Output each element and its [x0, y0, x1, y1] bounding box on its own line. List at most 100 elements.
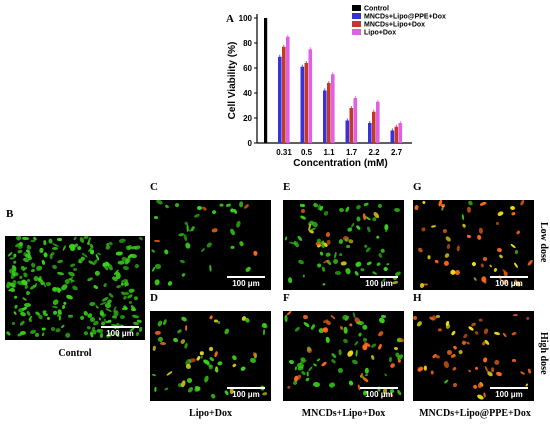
cell: [356, 216, 361, 222]
cell: [323, 209, 330, 217]
cell: [416, 320, 424, 329]
cell: [321, 282, 326, 286]
cell: [442, 228, 447, 233]
x-tick-label: 1.7: [346, 148, 358, 157]
cell: [476, 234, 483, 241]
cell: [364, 374, 369, 377]
cell: [231, 354, 238, 362]
cell: [235, 220, 242, 229]
cell: [509, 243, 516, 249]
cell: [51, 305, 58, 309]
cell: [330, 314, 337, 320]
cell: [355, 204, 362, 211]
cell: [213, 351, 218, 359]
cell: [433, 259, 439, 265]
cell: [16, 249, 23, 254]
cell: [87, 277, 94, 283]
bar-lipo-dox: [376, 101, 380, 143]
cell: [427, 255, 431, 260]
cell: [176, 328, 183, 335]
cell: [299, 214, 307, 221]
cell: [118, 238, 126, 244]
cell: [43, 239, 47, 245]
cell: [462, 333, 469, 339]
cell: [376, 262, 381, 267]
micrograph-lipo-dox-low: 100 μm: [150, 200, 271, 290]
cell: [225, 203, 231, 208]
cell: [370, 354, 376, 361]
cell: [461, 340, 467, 346]
cell: [338, 238, 344, 244]
cell: [5, 330, 11, 336]
legend-entry: Lipo+Dox: [364, 30, 396, 37]
cell: [46, 316, 51, 321]
cell: [357, 332, 363, 338]
row-caption-high-dose: High dose: [538, 332, 549, 375]
scale-bar: 100 μm: [360, 387, 398, 399]
cell: [312, 381, 321, 387]
cell: [386, 263, 390, 266]
cell: [375, 235, 380, 240]
cell: [430, 370, 434, 376]
cell: [200, 247, 206, 253]
cell: [293, 239, 300, 248]
cell: [300, 370, 307, 377]
cell: [55, 327, 62, 333]
cell: [42, 327, 47, 331]
panel-letter-f: F: [283, 292, 290, 304]
cell: [346, 226, 353, 232]
cell: [287, 276, 293, 284]
cell: [21, 297, 27, 302]
scale-bar: 100 μm: [360, 276, 398, 288]
cell: [30, 267, 36, 273]
cell: [488, 264, 493, 269]
cell: [19, 331, 26, 335]
cell: [319, 251, 324, 256]
cell: [47, 238, 53, 244]
y-tick-label: 100: [239, 14, 253, 23]
cell: [11, 321, 16, 326]
cell: [153, 239, 160, 243]
cell: [205, 241, 213, 249]
cell: [443, 360, 450, 369]
cell: [340, 261, 347, 267]
cell: [437, 328, 442, 333]
bar-mncds-lipo-dox: [394, 126, 399, 143]
cell: [510, 205, 517, 212]
cell: [34, 332, 40, 337]
cell: [342, 337, 350, 345]
caption-mncds-lipo-ppe-dox: MNCDs+Lipo@PPE+Dox: [419, 408, 531, 419]
cell: [109, 241, 114, 246]
bar-lipo-dox: [286, 36, 290, 143]
cell: [167, 279, 174, 287]
cell: [482, 340, 487, 346]
cell: [65, 293, 74, 300]
cell: [361, 323, 369, 331]
cell: [116, 251, 124, 257]
cell: [244, 265, 252, 273]
cell: [348, 238, 354, 244]
cell: [502, 332, 508, 338]
cell: [200, 355, 204, 359]
cell: [430, 224, 437, 229]
cell: [428, 316, 435, 322]
cell: [208, 264, 212, 272]
legend-swatch: [352, 29, 361, 35]
scale-bar: 100 μm: [101, 326, 139, 338]
cell: [377, 252, 383, 259]
cell: [159, 342, 166, 346]
cell: [152, 345, 157, 352]
x-tick-label: 2.2: [368, 148, 380, 157]
cell: [166, 369, 174, 376]
cell: [444, 251, 451, 259]
cell: [79, 314, 86, 321]
cell: [471, 261, 477, 267]
cell: [213, 319, 218, 323]
cell: [467, 200, 474, 207]
cell: [355, 224, 361, 230]
cell: [13, 253, 17, 258]
cell: [474, 366, 479, 371]
cell: [307, 365, 314, 372]
cell: [51, 263, 58, 270]
cell: [482, 327, 489, 335]
